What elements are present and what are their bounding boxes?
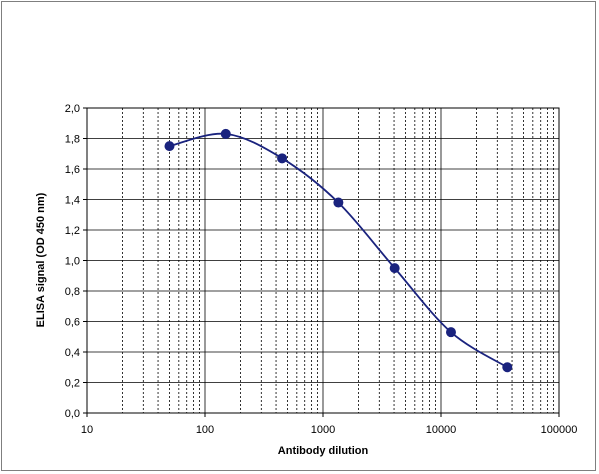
data-point (445, 327, 456, 338)
y-tick-label: 0,6 (65, 317, 80, 329)
y-tick-labels: 0,0 0,2 0,4 0,6 0,8 1,0 1,2 1,4 1,6 1,8 2,0 (65, 103, 87, 420)
y-tick-label: 0,8 (65, 286, 80, 298)
y-tick-label: 1,4 (65, 195, 80, 207)
x-tick-label: 1000 (311, 424, 335, 436)
y-tick-label: 1,6 (65, 164, 80, 176)
data-point (502, 362, 513, 373)
series-line (164, 128, 513, 373)
data-point (220, 128, 231, 139)
x-axis-title: Antibody dilution (278, 445, 369, 457)
x-tick-label: 10 (81, 424, 93, 436)
data-point (164, 141, 175, 152)
y-tick-label: 1,2 (65, 225, 80, 237)
data-point (333, 197, 344, 208)
x-tick-label: 100000 (541, 424, 578, 436)
y-tick-label: 1,8 (65, 134, 80, 146)
y-tick-label: 0,4 (65, 347, 80, 359)
y-tick-label: 2,0 (65, 103, 80, 115)
y-tick-label: 0,2 (65, 378, 80, 390)
data-point (277, 153, 288, 164)
grid-lines (87, 107, 559, 413)
data-point (389, 263, 400, 274)
x-tick-labels: 10 100 1000 10000 100000 (81, 413, 577, 436)
y-axis-title: ELISA signal (OD 450 nm) (35, 192, 47, 327)
y-tick-label: 0,0 (65, 408, 80, 420)
y-tick-label: 1,0 (65, 256, 80, 268)
x-tick-label: 100 (196, 424, 214, 436)
x-tick-label: 10000 (426, 424, 457, 436)
